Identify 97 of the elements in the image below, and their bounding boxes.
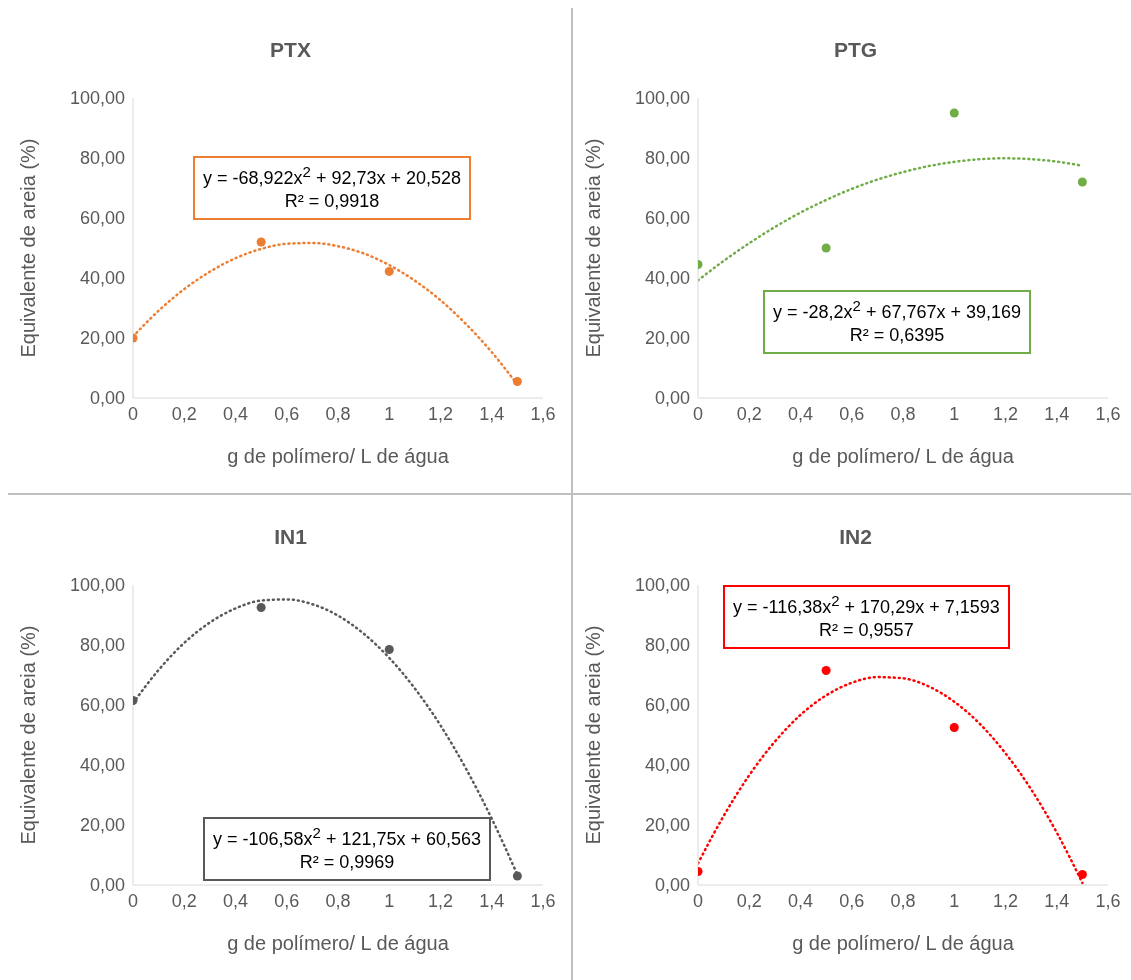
label-frame: y = -116,38x$^{2}$ + 170,29x + 7,1593 R² = 0,9557 — [723, 585, 1010, 649]
annotation: y = -106,58x$^{2}$ + 121,75x + 60,563 — [213, 823, 482, 851]
point — [512, 376, 522, 387]
annotation: R² = 0,6395 — [848, 324, 946, 348]
x-tick-label: 0,4 — [787, 891, 814, 911]
annotation: R² = 0,9557 — [818, 619, 915, 643]
chart-title: IN1 — [273, 525, 308, 549]
y-tick-label: 0,00 — [654, 388, 690, 408]
point — [256, 602, 266, 613]
chart-title: PTX — [269, 38, 312, 62]
point — [512, 871, 522, 881]
point — [821, 243, 831, 253]
y-axis-title: Equivalente de areia (%) — [17, 138, 40, 358]
x-tick-label: 1,6 — [1095, 891, 1121, 911]
x-tick-label: 1,4 — [1044, 891, 1070, 911]
x-tick-label: 0,8 — [890, 404, 916, 424]
x-tick-label: 0,2 — [736, 404, 762, 424]
line-series — [698, 675, 1084, 885]
x-tick-label: 1,6 — [1095, 404, 1121, 424]
y-tick-label: 60,00 — [644, 695, 690, 715]
x-tick-label: 0,4 — [222, 404, 249, 424]
x-tick-label: 1 — [949, 891, 960, 911]
annotation: y = -68,922x$^{2}$ + 92,73x + 20,528 — [203, 162, 462, 190]
y-axis-title: Equivalente de areia (%) — [582, 138, 605, 358]
x-tick-label: 1 — [949, 404, 960, 424]
point — [1077, 869, 1087, 880]
y-tick-label: 20,00 — [644, 815, 690, 835]
y-tick-label: 40,00 — [644, 755, 690, 775]
x-tick-label: 1 — [384, 404, 395, 424]
y-axis-title: Equivalente de areia (%) — [17, 625, 40, 845]
x-tick-label: 0,8 — [890, 891, 916, 911]
x-tick-label: 0,6 — [839, 891, 865, 911]
point — [1077, 177, 1087, 187]
y-tick-label: 0,00 — [89, 875, 125, 895]
y-tick-label: 100,00 — [634, 88, 690, 108]
y-tick-label: 100,00 — [69, 575, 125, 595]
y-tick-label: 80,00 — [644, 148, 690, 168]
x-tick-label: 0,4 — [787, 404, 814, 424]
y-tick-label: 20,00 — [79, 328, 125, 348]
x-tick-label: 0,8 — [325, 404, 351, 424]
y-tick-label: 0,00 — [654, 875, 690, 895]
x-tick-label: 0,2 — [171, 404, 197, 424]
x-tick-label: 1 — [384, 891, 395, 911]
annotation: R² = 0,9969 — [298, 851, 396, 875]
y-tick-label: 40,00 — [644, 268, 690, 288]
label-frame: y = -28,2x$^{2}$ + 67,767x + 39,169 R² = 0,6395 — [763, 290, 1032, 354]
chart-title: IN2 — [838, 525, 873, 549]
x-tick-label: 0,8 — [325, 891, 351, 911]
point — [949, 108, 959, 118]
chart-title: PTG — [832, 38, 879, 62]
point — [949, 722, 959, 733]
x-tick-label: 0 — [127, 891, 139, 911]
label-frame: y = -68,922x$^{2}$ + 92,73x + 20,528 R² = 0,9918 — [193, 156, 472, 220]
x-tick-label: 0,6 — [839, 404, 865, 424]
y-tick-label: 60,00 — [79, 695, 125, 715]
point — [384, 644, 394, 655]
label-frame: y = -106,58x$^{2}$ + 121,75x + 60,563 R² = 0,9969 — [203, 817, 492, 881]
x-tick-label: 0 — [127, 404, 139, 424]
point — [821, 665, 831, 676]
x-axis-title: g de polímero/ L de água — [227, 445, 450, 467]
x-tick-label: 1,2 — [992, 404, 1019, 424]
y-tick-label: 60,00 — [644, 208, 690, 228]
y-tick-label: 100,00 — [634, 575, 690, 595]
annotation: y = -28,2x$^{2}$ + 67,767x + 39,169 — [773, 296, 1022, 324]
y-tick-label: 40,00 — [79, 755, 125, 775]
y-tick-label: 0,00 — [89, 388, 125, 408]
x-axis-title: g de polímero/ L de água — [792, 932, 1015, 954]
y-tick-label: 80,00 — [79, 635, 125, 655]
x-tick-label: 1,2 — [427, 404, 454, 424]
x-tick-label: 0,2 — [171, 891, 197, 911]
x-tick-label: 1,4 — [1044, 404, 1070, 424]
y-tick-label: 80,00 — [79, 148, 125, 168]
x-tick-label: 1,6 — [530, 404, 556, 424]
y-tick-label: 20,00 — [644, 328, 690, 348]
x-tick-label: 0,2 — [736, 891, 762, 911]
y-tick-label: 80,00 — [644, 635, 690, 655]
x-tick-label: 0,6 — [274, 891, 300, 911]
x-tick-label: 1,2 — [992, 891, 1019, 911]
y-axis-title: Equivalente de areia (%) — [582, 625, 605, 845]
x-tick-label: 1,6 — [530, 891, 556, 911]
x-tick-label: 0,6 — [274, 404, 300, 424]
x-axis-title: g de polímero/ L de água — [227, 932, 450, 954]
y-tick-label: 60,00 — [79, 208, 125, 228]
y-tick-label: 40,00 — [79, 268, 125, 288]
point — [384, 266, 394, 276]
annotation: y = -116,38x$^{2}$ + 170,29x + 7,1593 — [733, 591, 1000, 619]
y-tick-label: 100,00 — [69, 88, 125, 108]
point — [256, 237, 266, 247]
x-tick-label: 0 — [692, 891, 704, 911]
x-tick-label: 1,2 — [427, 891, 454, 911]
annotation: R² = 0,9918 — [283, 190, 381, 214]
x-tick-label: 1,4 — [479, 404, 505, 424]
x-tick-label: 1,4 — [479, 891, 505, 911]
x-tick-label: 0,4 — [222, 891, 249, 911]
x-axis-title: g de polímero/ L de água — [792, 445, 1015, 467]
x-tick-label: 0 — [692, 404, 704, 424]
y-tick-label: 20,00 — [79, 815, 125, 835]
